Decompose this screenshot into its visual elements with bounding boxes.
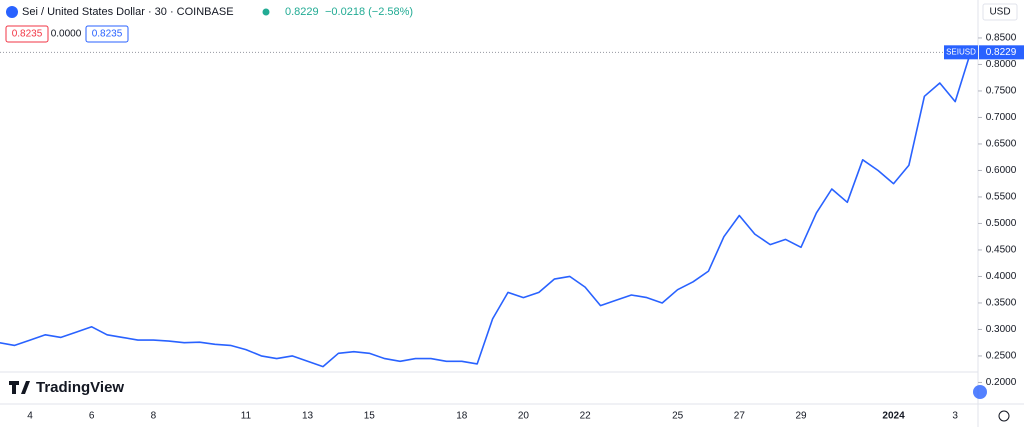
x-tick-label: 4 [27, 411, 33, 422]
x-tick-label: 15 [364, 411, 376, 422]
y-tick-label: 0.8500 [986, 33, 1017, 44]
last-price: 0.8229 [285, 6, 319, 18]
x-tick-label: 18 [456, 411, 468, 422]
plot [0, 52, 972, 368]
brand-name: TradingView [36, 379, 124, 396]
x-tick-label: 20 [518, 411, 530, 422]
flag-icon [6, 6, 18, 18]
x-tick-label: 8 [151, 411, 157, 422]
price-tag [979, 45, 1024, 60]
flag-icon [973, 385, 987, 399]
ohlc-value: 0.8235 [92, 29, 123, 40]
x-tick-label: 13 [302, 411, 314, 422]
brand-icon [9, 381, 30, 394]
symbol-tag [944, 45, 978, 60]
y-tick-label: 0.4500 [986, 245, 1017, 256]
x-tick-label: 27 [734, 411, 746, 422]
y-tick-label: 0.5000 [986, 218, 1017, 229]
y-tick-label: 0.5500 [986, 192, 1017, 203]
y-tick-label: 0.2000 [986, 377, 1017, 388]
symbol-title[interactable]: Sei / United States Dollar · 30 · COINBA… [22, 6, 234, 18]
x-tick-label: 11 [241, 411, 252, 422]
x-tick-label: 25 [672, 411, 684, 422]
x-tick-label: 29 [795, 411, 807, 422]
settings-icon[interactable] [998, 410, 1010, 422]
price-tag-label: 0.8229 [986, 47, 1017, 58]
x-tick-label: 22 [580, 411, 592, 422]
x-tick-label: 3 [952, 411, 958, 422]
y-tick-label: 0.6000 [986, 165, 1017, 176]
x-tick-label: 2024 [882, 411, 905, 422]
y-tick-label: 0.8000 [986, 59, 1017, 70]
price-change: −0.0218 (−2.58%) [325, 6, 413, 18]
y-tick-label: 0.7500 [986, 86, 1017, 97]
y-tick-label: 0.4000 [986, 271, 1017, 282]
ohlc-value: 0.8235 [12, 29, 43, 40]
symbol-tag-label: SEIUSD [946, 47, 976, 56]
status-dot [262, 8, 270, 16]
y-tick-label: 0.6500 [986, 139, 1017, 150]
ohlc-value: 0.0000 [51, 29, 82, 40]
price-line [0, 52, 972, 368]
currency[interactable]: USD [989, 7, 1010, 18]
currency-button[interactable] [982, 3, 1018, 21]
ohlc-box [85, 25, 129, 43]
x-tick-label: 6 [89, 411, 95, 422]
y-tick-label: 0.2500 [986, 351, 1017, 362]
y-tick-label: 0.3000 [986, 324, 1017, 335]
ohlc-box [5, 25, 49, 43]
y-tick-label: 0.3500 [986, 298, 1017, 309]
y-tick-label: 0.7000 [986, 112, 1017, 123]
